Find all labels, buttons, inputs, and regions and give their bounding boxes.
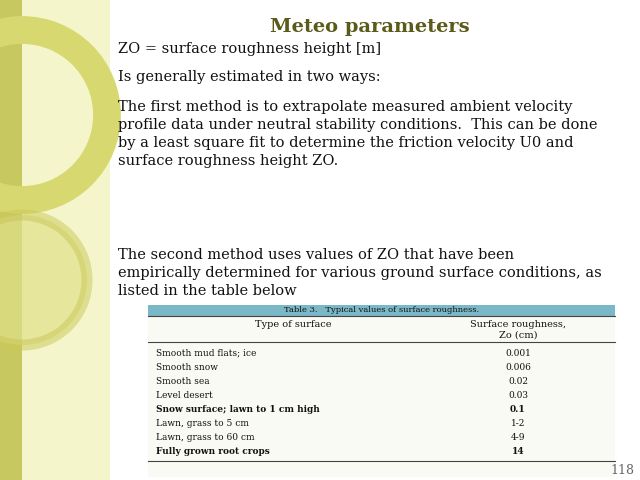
Text: Table 3.   Typical values of surface roughness.: Table 3. Typical values of surface rough…	[284, 307, 479, 314]
Text: Lawn, grass to 60 cm: Lawn, grass to 60 cm	[156, 432, 255, 442]
Bar	[148, 316, 615, 477]
Text: 14: 14	[512, 446, 524, 456]
Bar	[148, 305, 615, 316]
Text: 118: 118	[610, 464, 634, 477]
Text: 0.006: 0.006	[505, 362, 531, 372]
Text: 0.02: 0.02	[508, 376, 528, 385]
Circle shape	[0, 215, 87, 345]
Text: Meteo parameters: Meteo parameters	[270, 18, 470, 36]
Text: The first method is to extrapolate measured ambient velocity
profile data under : The first method is to extrapolate measu…	[118, 100, 598, 168]
Text: Smooth mud flats; ice: Smooth mud flats; ice	[156, 348, 257, 358]
Text: 1-2: 1-2	[511, 419, 525, 428]
Text: Snow surface; lawn to 1 cm high: Snow surface; lawn to 1 cm high	[156, 405, 320, 413]
Text: 4-9: 4-9	[511, 432, 525, 442]
Text: Lawn, grass to 5 cm: Lawn, grass to 5 cm	[156, 419, 249, 428]
Text: Surface roughness,
Zo (cm): Surface roughness, Zo (cm)	[470, 320, 566, 339]
Text: Level desert: Level desert	[156, 391, 212, 399]
Text: 0.03: 0.03	[508, 391, 528, 399]
Text: ZO = surface roughness height [m]: ZO = surface roughness height [m]	[118, 42, 381, 56]
Text: Smooth sea: Smooth sea	[156, 376, 210, 385]
Text: Smooth snow: Smooth snow	[156, 362, 218, 372]
Text: 0.1: 0.1	[510, 405, 526, 413]
Text: The second method uses values of ZO that have been
empirically determined for va: The second method uses values of ZO that…	[118, 248, 602, 298]
Bar	[0, 0, 22, 480]
Bar	[110, 0, 640, 480]
Text: 0.001: 0.001	[505, 348, 531, 358]
Text: Type of surface: Type of surface	[255, 320, 332, 329]
Text: Fully grown root crops: Fully grown root crops	[156, 446, 269, 456]
Text: Is generally estimated in two ways:: Is generally estimated in two ways:	[118, 70, 381, 84]
